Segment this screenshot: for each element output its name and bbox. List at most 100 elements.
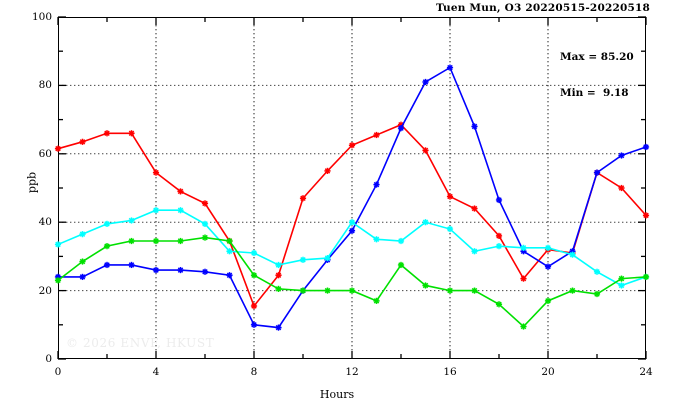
data-point-marker xyxy=(324,167,331,174)
data-point-marker xyxy=(128,261,135,269)
data-point-marker xyxy=(373,131,380,139)
data-point-marker xyxy=(201,200,209,207)
data-point-marker xyxy=(128,130,135,137)
x-tick-label: 20 xyxy=(541,366,555,378)
data-point-marker xyxy=(544,263,552,270)
data-point-marker xyxy=(544,244,552,251)
data-point-marker xyxy=(177,237,184,245)
data-point-marker xyxy=(177,266,184,274)
data-point-marker xyxy=(520,323,527,330)
data-point-marker xyxy=(397,125,405,132)
data-point-marker xyxy=(471,248,478,255)
data-point-marker xyxy=(471,205,478,212)
data-point-marker xyxy=(103,261,111,269)
y-tick-label: 20 xyxy=(38,285,52,297)
data-point-marker xyxy=(275,285,282,292)
data-point-marker xyxy=(275,324,282,331)
data-point-marker xyxy=(250,302,258,310)
data-point-marker xyxy=(446,193,454,200)
x-tick-label: 8 xyxy=(250,366,258,378)
data-point-marker xyxy=(152,237,160,245)
y-tick-label: 80 xyxy=(38,79,52,91)
data-point-marker xyxy=(250,321,258,328)
y-axis-label: ppb xyxy=(25,171,39,194)
data-point-marker xyxy=(79,258,86,265)
data-point-marker xyxy=(348,142,356,149)
data-point-marker xyxy=(569,287,576,294)
data-point-marker xyxy=(422,282,429,289)
data-point-marker xyxy=(128,217,135,224)
x-tick-label: 24 xyxy=(639,366,653,378)
x-tick-label: 12 xyxy=(345,366,359,378)
data-point-marker xyxy=(103,243,111,250)
data-point-marker xyxy=(446,64,454,71)
data-point-marker xyxy=(152,207,160,214)
data-point-marker xyxy=(471,123,478,130)
data-point-marker xyxy=(177,207,184,214)
y-tick-label: 40 xyxy=(38,216,52,228)
x-axis-label: Hours xyxy=(319,388,355,401)
data-point-marker xyxy=(397,237,405,245)
data-point-marker xyxy=(201,234,209,241)
x-tick-label: 4 xyxy=(152,366,160,378)
data-point-marker xyxy=(397,261,405,269)
data-point-marker xyxy=(152,169,160,176)
data-point-marker xyxy=(250,249,258,257)
data-point-marker xyxy=(495,196,503,204)
data-point-marker xyxy=(544,297,552,304)
data-point-marker xyxy=(373,236,380,243)
data-point-marker xyxy=(79,273,86,281)
data-point-marker xyxy=(446,225,454,233)
data-point-marker xyxy=(642,273,650,281)
data-point-marker xyxy=(618,282,625,289)
data-point-marker xyxy=(569,251,576,258)
data-point-marker xyxy=(348,219,356,226)
y-tick-label: 100 xyxy=(31,11,52,23)
axis-ticks xyxy=(57,16,647,360)
data-point-marker xyxy=(495,232,503,239)
data-point-marker xyxy=(299,256,307,263)
data-point-marker xyxy=(642,212,650,219)
data-point-marker xyxy=(54,145,62,152)
data-point-marker xyxy=(128,237,135,245)
data-point-marker xyxy=(422,78,429,86)
data-point-marker xyxy=(618,275,625,282)
max-value-label: Max = 85.20 xyxy=(560,51,634,63)
data-point-marker xyxy=(103,130,111,137)
data-point-marker xyxy=(79,138,86,145)
data-point-marker xyxy=(593,290,601,298)
data-point-marker xyxy=(520,244,527,251)
data-point-marker xyxy=(593,268,601,275)
x-tick-label: 16 xyxy=(443,366,457,378)
data-point-marker xyxy=(422,219,429,226)
data-point-marker xyxy=(54,277,62,284)
data-point-marker xyxy=(446,287,454,294)
data-point-marker xyxy=(495,301,503,308)
data-point-marker xyxy=(642,143,650,151)
min-value-label: Min = 9.18 xyxy=(560,87,629,99)
data-point-marker xyxy=(471,287,478,294)
data-point-marker xyxy=(373,181,380,188)
x-tick-label: 0 xyxy=(54,366,62,378)
data-point-marker xyxy=(618,184,625,192)
data-point-marker xyxy=(177,188,184,195)
data-series xyxy=(54,234,650,330)
data-point-marker xyxy=(495,243,503,250)
data-point-marker xyxy=(348,227,356,234)
data-point-marker xyxy=(373,297,380,304)
data-point-marker xyxy=(324,287,331,294)
data-point-marker xyxy=(79,231,86,238)
data-point-marker xyxy=(324,255,331,262)
gridlines xyxy=(58,17,646,359)
data-point-marker xyxy=(226,272,233,279)
data-point-marker xyxy=(299,287,307,294)
data-point-marker xyxy=(422,147,429,154)
data-point-marker xyxy=(275,261,282,269)
stats-annotation: Max = 85.20 Min = 9.18 xyxy=(560,27,634,123)
data-point-marker xyxy=(275,272,282,279)
data-point-marker xyxy=(226,248,233,255)
data-point-marker xyxy=(593,169,601,176)
data-point-marker xyxy=(54,241,62,248)
